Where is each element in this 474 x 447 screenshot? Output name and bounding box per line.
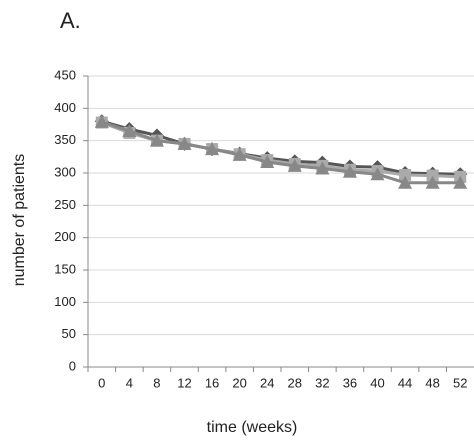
x-tick-label: 0: [98, 375, 105, 390]
x-tick-label: 44: [398, 375, 412, 390]
x-tick-label: 20: [232, 375, 246, 390]
x-tick-label: 16: [205, 375, 219, 390]
y-tick-label: 100: [54, 294, 76, 309]
x-axis-title: time (weeks): [207, 419, 298, 436]
marker: [370, 167, 385, 181]
y-tick-label: 400: [54, 100, 76, 115]
x-tick-label: 36: [343, 375, 357, 390]
y-tick-label: 150: [54, 261, 76, 276]
x-tick-label: 8: [153, 375, 160, 390]
x-tick-label: 4: [126, 375, 133, 390]
marker: [426, 169, 439, 182]
y-tick-label: 50: [62, 326, 76, 341]
marker: [342, 164, 357, 178]
y-tick-label: 250: [54, 197, 76, 212]
x-tick-label: 40: [370, 375, 384, 390]
x-tick-label: 24: [260, 375, 274, 390]
y-tick-label: 450: [54, 67, 76, 82]
marker: [260, 155, 275, 169]
marker: [315, 161, 330, 175]
marker: [205, 142, 220, 156]
marker: [398, 175, 413, 189]
x-tick-label: 48: [425, 375, 439, 390]
line: [101, 119, 461, 176]
x-tick-label: 32: [315, 375, 329, 390]
x-tick-label: 12: [177, 375, 191, 390]
marker: [425, 175, 440, 189]
marker: [122, 123, 137, 137]
marker: [149, 133, 164, 147]
y-tick-label: 300: [54, 164, 76, 179]
line: [101, 120, 461, 185]
x-tick-label: 28: [288, 375, 302, 390]
marker: [399, 168, 412, 181]
y-tick-label: 200: [54, 229, 76, 244]
marker: [94, 114, 109, 128]
marker: [177, 136, 192, 150]
marker: [287, 158, 302, 172]
y-tick-label: 350: [54, 132, 76, 147]
x-tick-label: 52: [453, 375, 467, 390]
marker: [232, 147, 247, 161]
y-axis-title: number of patients: [11, 154, 28, 287]
chart-title: A.: [60, 8, 81, 33]
marker: [453, 175, 468, 189]
y-tick-label: 0: [69, 358, 76, 373]
